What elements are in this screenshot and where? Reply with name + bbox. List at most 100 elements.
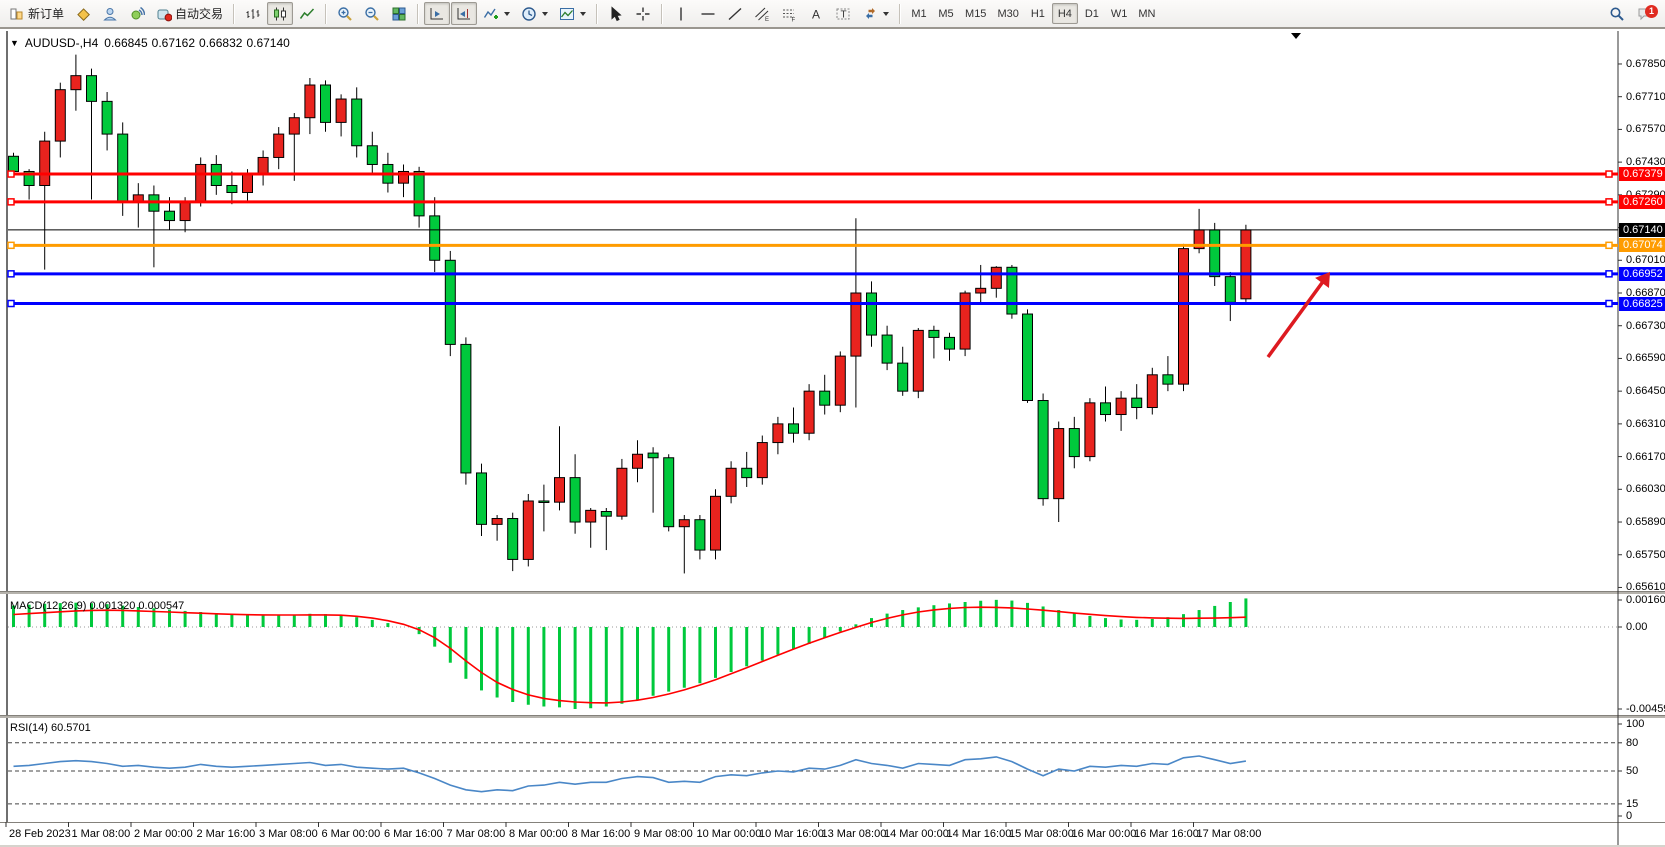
timeframe-button-H1[interactable]: H1 bbox=[1030, 7, 1045, 20]
profile-button[interactable] bbox=[97, 2, 123, 25]
search-icon bbox=[1610, 7, 1624, 21]
price-tick: 0.66310 bbox=[1626, 417, 1665, 430]
gold-chart-button[interactable] bbox=[70, 2, 96, 25]
price-badge: 0.66825 bbox=[1619, 296, 1665, 311]
price-tick: 0.67850 bbox=[1626, 57, 1665, 70]
dropdown-caret bbox=[542, 11, 549, 16]
timeframe-button-M5[interactable]: M5 bbox=[938, 7, 954, 20]
rsi-label: RSI(14) 60.5701 bbox=[10, 722, 91, 734]
ohlc-high: 0.67162 bbox=[151, 36, 196, 50]
timeframe-button-D1[interactable]: D1 bbox=[1084, 7, 1099, 20]
timeframe-button-M15[interactable]: M15 bbox=[965, 7, 987, 20]
toolbar: 新订单 自动交易 bbox=[0, 0, 1665, 29]
time-axis-label: 7 Mar 08:00 bbox=[446, 828, 506, 840]
signal-button[interactable] bbox=[124, 2, 150, 25]
cursor-button[interactable] bbox=[603, 2, 629, 25]
horizontal-line-icon bbox=[701, 12, 715, 15]
periods-clock-icon bbox=[522, 6, 536, 21]
templates-button[interactable] bbox=[554, 2, 591, 25]
chart-background bbox=[0, 31, 1665, 847]
candlestick-icon bbox=[274, 7, 287, 20]
dropdown-caret bbox=[883, 11, 890, 16]
text-label-button[interactable]: T bbox=[830, 2, 856, 25]
time-axis-label: 15 Mar 08:00 bbox=[1009, 828, 1074, 840]
timeframe-button-H4[interactable]: H4 bbox=[1051, 3, 1078, 24]
rsi-panel-divider[interactable] bbox=[0, 715, 1665, 718]
time-axis-label: 2 Mar 00:00 bbox=[134, 828, 193, 840]
price-badge: 0.66952 bbox=[1619, 266, 1665, 281]
text-button[interactable]: A bbox=[803, 2, 829, 25]
zoom-in-button[interactable] bbox=[332, 2, 358, 25]
macd-panel-divider[interactable] bbox=[0, 591, 1665, 594]
bar-chart-button[interactable] bbox=[240, 2, 266, 25]
zoom-out-button[interactable] bbox=[359, 2, 385, 25]
time-axis-label: 28 Feb 2023 bbox=[9, 828, 71, 840]
tile-windows-icon bbox=[392, 7, 406, 20]
svg-text:E: E bbox=[765, 17, 769, 22]
timeframe-button-M30[interactable]: M30 bbox=[997, 7, 1019, 20]
time-axis[interactable] bbox=[0, 822, 1665, 845]
cursor-icon bbox=[611, 5, 622, 21]
price-tick: 0.67010 bbox=[1626, 254, 1665, 267]
trendline-icon bbox=[728, 7, 742, 20]
toolbar-separator bbox=[661, 3, 664, 24]
profile-icon bbox=[103, 7, 117, 20]
bar-chart-icon bbox=[246, 8, 260, 19]
trendline-button[interactable] bbox=[722, 2, 748, 25]
timeframe-button-MN[interactable]: MN bbox=[1138, 7, 1156, 20]
macd-label: MACD(12,26,9) 0.001320 0.000547 bbox=[10, 600, 185, 612]
vertical-line-icon bbox=[680, 7, 682, 20]
chart-header: ▼ AUDUSD-,H4 0.66845 0.67162 0.66832 0.6… bbox=[10, 36, 290, 50]
time-axis-label: 17 Mar 08:00 bbox=[1196, 828, 1262, 840]
chevron-down-icon[interactable]: ▼ bbox=[10, 38, 19, 48]
tile-windows-button[interactable] bbox=[386, 2, 412, 25]
price-tick: 0.66870 bbox=[1626, 287, 1665, 299]
autoscroll-icon bbox=[430, 7, 444, 19]
line-chart-icon bbox=[299, 7, 315, 19]
price-tick: 0.66590 bbox=[1626, 352, 1665, 365]
time-axis-label: 14 Mar 16:00 bbox=[946, 828, 1012, 840]
crosshair-button[interactable] bbox=[630, 2, 656, 25]
price-badge: 0.67379 bbox=[1619, 167, 1665, 182]
toolbar-separator bbox=[899, 3, 902, 24]
arrows-button[interactable] bbox=[857, 2, 894, 25]
search-button[interactable] bbox=[1604, 2, 1630, 25]
horizontal-line-button[interactable] bbox=[695, 2, 721, 25]
price-tick: 0.66450 bbox=[1626, 385, 1665, 398]
svg-text:F: F bbox=[792, 17, 796, 22]
price-tick: 0.65610 bbox=[1626, 581, 1665, 594]
autoscroll-button[interactable] bbox=[424, 2, 451, 25]
fibonacci-button[interactable]: F bbox=[776, 2, 802, 25]
time-axis-label: 6 Mar 00:00 bbox=[321, 828, 381, 840]
rsi-axis-tick: 50 bbox=[1626, 765, 1639, 777]
price-tick: 0.67710 bbox=[1626, 90, 1665, 103]
toolbar-separator bbox=[417, 3, 420, 24]
timeframe-button-W1[interactable]: W1 bbox=[1110, 7, 1128, 20]
chart-left-border bbox=[6, 31, 8, 845]
zoom-out-icon bbox=[365, 6, 379, 21]
periods-button[interactable] bbox=[516, 2, 553, 25]
channel-button[interactable]: E bbox=[749, 2, 775, 25]
time-axis-label: 6 Mar 16:00 bbox=[384, 828, 443, 840]
time-axis-label: 14 Mar 00:00 bbox=[884, 828, 949, 840]
notifications-button[interactable]: 1 bbox=[1631, 2, 1661, 25]
notification-badge: 1 bbox=[1645, 5, 1658, 18]
autotrading-button[interactable]: 自动交易 bbox=[151, 2, 228, 25]
macd-axis-tick: 0.001602 bbox=[1626, 594, 1665, 606]
time-axis-label: 8 Mar 16:00 bbox=[571, 828, 631, 840]
time-axis-label: 16 Mar 00:00 bbox=[1071, 828, 1137, 840]
new-order-button[interactable]: 新订单 bbox=[4, 2, 69, 25]
price-tick: 0.67570 bbox=[1626, 123, 1665, 136]
line-chart-button[interactable] bbox=[294, 2, 320, 25]
timeframe-button-M1[interactable]: M1 bbox=[911, 7, 927, 20]
vertical-line-button[interactable] bbox=[668, 2, 694, 25]
chart-shift-button[interactable] bbox=[451, 2, 478, 25]
chart-shift-icon bbox=[457, 7, 471, 19]
rsi-axis-tick: 0 bbox=[1626, 810, 1633, 822]
candlestick-chart-button[interactable] bbox=[267, 2, 294, 25]
gold-chart-icon bbox=[77, 7, 90, 21]
toolbar-separator bbox=[596, 3, 599, 24]
indicators-button[interactable] bbox=[478, 2, 515, 25]
ohlc-open: 0.66845 bbox=[104, 36, 148, 50]
